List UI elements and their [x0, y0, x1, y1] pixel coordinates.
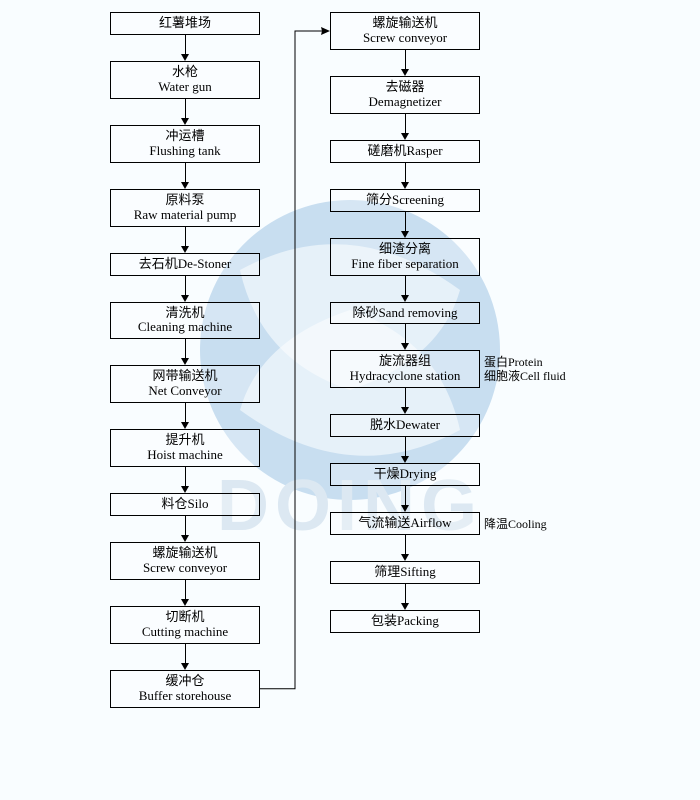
box-label: 包装Packing	[371, 613, 439, 628]
box-label: 料仓Silo	[162, 496, 209, 511]
right-box-7: 脱水Dewater	[330, 414, 480, 437]
arrow-down-icon	[400, 114, 410, 140]
left-box-9: 螺旋输送机Screw conveyor	[110, 542, 260, 580]
left-box-8: 料仓Silo	[110, 493, 260, 516]
arrow-down-icon	[180, 227, 190, 253]
arrow-down-icon	[400, 486, 410, 512]
right-box-6: 旋流器组Hydracyclone station	[330, 350, 480, 388]
box-label-cn: 缓冲仓	[117, 674, 253, 689]
box-label-en: Screw conveyor	[117, 561, 253, 576]
arrow-down-icon	[400, 535, 410, 561]
right-box-11: 包装Packing	[330, 610, 480, 633]
arrow-down-icon	[400, 212, 410, 238]
box-label: 筛分Screening	[366, 192, 444, 207]
arrow-down-icon	[400, 276, 410, 302]
arrow-down-icon	[400, 584, 410, 610]
box-label-cn: 原料泵	[117, 193, 253, 208]
box-label-cn: 水枪	[117, 65, 253, 80]
arrow-down-icon	[400, 324, 410, 350]
left-box-3: 原料泵Raw material pump	[110, 189, 260, 227]
right-box-2: 磋磨机Rasper	[330, 140, 480, 163]
box-label: 除砂Sand removing	[352, 305, 457, 320]
arrow-down-icon	[180, 276, 190, 302]
box-label-cn: 清洗机	[117, 306, 253, 321]
box-label-en: Flushing tank	[117, 144, 253, 159]
arrow-down-icon	[180, 163, 190, 189]
box-label-cn: 冲运槽	[117, 129, 253, 144]
arrow-down-icon	[180, 516, 190, 542]
box-label-cn: 螺旋输送机	[117, 546, 253, 561]
left-column: 红薯堆场水枪Water gun 冲运槽Flushing tank 原料泵Raw ma…	[110, 12, 260, 708]
arrow-down-icon	[180, 99, 190, 125]
arrow-down-icon	[400, 437, 410, 463]
arrow-down-icon	[180, 35, 190, 61]
right-box-3: 筛分Screening	[330, 189, 480, 212]
box-label-cn: 切断机	[117, 610, 253, 625]
left-box-7: 提升机Hoist machine	[110, 429, 260, 467]
box-label-en: Hydracyclone station	[337, 369, 473, 384]
arrow-down-icon	[400, 388, 410, 414]
box-label-cn: 网带输送机	[117, 369, 253, 384]
box-label-cn: 螺旋输送机	[337, 16, 473, 31]
box-label-en: Cutting machine	[117, 625, 253, 640]
arrow-down-icon	[400, 50, 410, 76]
box-label-cn: 红薯堆场	[117, 16, 253, 31]
box-label-en: Cleaning machine	[117, 320, 253, 335]
right-box-8: 干燥Drying	[330, 463, 480, 486]
box-label-cn: 旋流器组	[337, 354, 473, 369]
arrow-down-icon	[180, 580, 190, 606]
arrow-down-icon	[180, 339, 190, 365]
box-label: 筛理Sifting	[374, 564, 435, 579]
left-box-10: 切断机Cutting machine	[110, 606, 260, 644]
box-label-en: Demagnetizer	[337, 95, 473, 110]
box-label: 脱水Dewater	[370, 417, 440, 432]
left-box-11: 缓冲仓Buffer storehouse	[110, 670, 260, 708]
right-box-5: 除砂Sand removing	[330, 302, 480, 325]
process-flowchart: 红薯堆场水枪Water gun 冲运槽Flushing tank 原料泵Raw ma…	[0, 0, 700, 720]
arrow-down-icon	[180, 467, 190, 493]
box-label-en: Raw material pump	[117, 208, 253, 223]
right-column: 螺旋输送机Screw conveyor 去磁器Demagnetizer 磋磨机Ras…	[330, 12, 480, 633]
right-box-4: 细渣分离Fine fiber separation	[330, 238, 480, 276]
left-box-1: 水枪Water gun	[110, 61, 260, 99]
right-box-0: 螺旋输送机Screw conveyor	[330, 12, 480, 50]
box-label: 干燥Drying	[374, 466, 437, 481]
box-label-cn: 细渣分离	[337, 242, 473, 257]
box-label-cn: 提升机	[117, 433, 253, 448]
box-label-en: Water gun	[117, 80, 253, 95]
arrow-down-icon	[400, 163, 410, 189]
left-box-4: 去石机De-Stoner	[110, 253, 260, 276]
box-label-en: Hoist machine	[117, 448, 253, 463]
arrow-down-icon	[180, 644, 190, 670]
right-box-9: 气流输送Airflow	[330, 512, 480, 535]
box-label: 气流输送Airflow	[358, 515, 451, 530]
box-label-cn: 去磁器	[337, 80, 473, 95]
box-label: 去石机De-Stoner	[139, 256, 231, 271]
box-label-en: Net Conveyor	[117, 384, 253, 399]
left-box-5: 清洗机Cleaning machine	[110, 302, 260, 340]
box-label-en: Screw conveyor	[337, 31, 473, 46]
right-box-1: 去磁器Demagnetizer	[330, 76, 480, 114]
arrow-down-icon	[180, 403, 190, 429]
box-label-en: Fine fiber separation	[337, 257, 473, 272]
right-box-10: 筛理Sifting	[330, 561, 480, 584]
box-label: 磋磨机Rasper	[367, 143, 442, 158]
left-box-6: 网带输送机Net Conveyor	[110, 365, 260, 403]
left-box-2: 冲运槽Flushing tank	[110, 125, 260, 163]
left-box-0: 红薯堆场	[110, 12, 260, 35]
box-label-en: Buffer storehouse	[117, 689, 253, 704]
